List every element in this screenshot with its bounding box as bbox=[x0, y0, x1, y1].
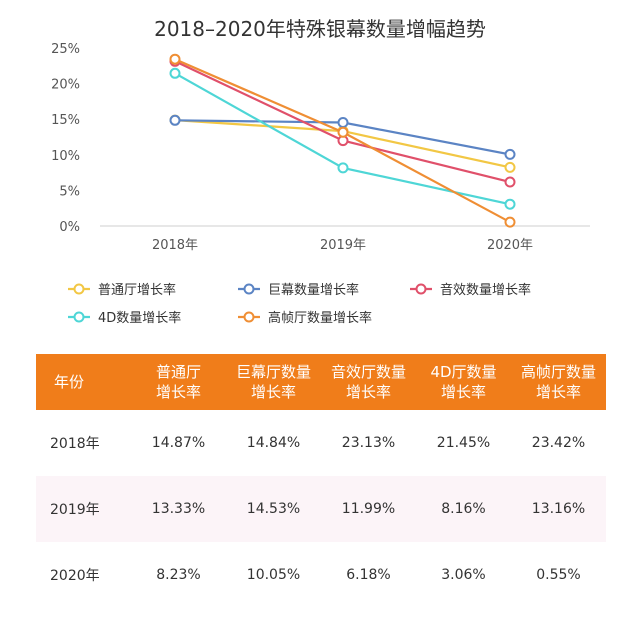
table-cell: 10.05% bbox=[246, 567, 301, 583]
table-cell: 21.45% bbox=[436, 435, 491, 451]
y-tick-label: 15% bbox=[51, 113, 80, 128]
data-point bbox=[169, 67, 181, 79]
table-header-row: 年份 普通厅 增长率 巨幕厅数量 增长率 音效厅数量 增长率 4D厅数量 增长率 高帧厅数量 增长率 bbox=[36, 354, 606, 410]
legend: 普通厅增长率 巨幕数量增长率 音效数量增长率 4D数量增长率 高帧厅数量增长率 bbox=[68, 282, 531, 326]
legend-swatch-marker bbox=[73, 311, 85, 323]
table-cell: 13.16% bbox=[511, 476, 606, 542]
table-header-cell: 巨幕厅数量 增长率 bbox=[226, 354, 321, 410]
table-cell: 2019年 bbox=[36, 476, 131, 542]
chart-title: 2018–2020年特殊银幕数量增幅趋势 bbox=[154, 17, 486, 41]
legend-swatch-marker bbox=[243, 311, 255, 323]
table-cell: 23.42% bbox=[531, 435, 586, 451]
data-point bbox=[337, 117, 349, 128]
y-tick-label: 5% bbox=[59, 184, 80, 199]
data-point bbox=[169, 114, 181, 126]
legend-label: 音效数量增长率 bbox=[440, 282, 531, 298]
table-cell: 13.33% bbox=[131, 476, 226, 542]
legend-swatch-marker bbox=[73, 283, 85, 295]
table-header-cell: 音效厅数量 增长率 bbox=[321, 354, 416, 410]
legend-label: 巨幕数量增长率 bbox=[268, 282, 359, 298]
legend-label: 高帧厅数量增长率 bbox=[268, 310, 372, 326]
y-tick-label: 0% bbox=[59, 220, 80, 235]
table-cell: 0.55% bbox=[536, 567, 581, 583]
table-cell: 8.23% bbox=[156, 567, 201, 583]
table-cell: 3.06% bbox=[441, 567, 486, 583]
table-cell: 2018年 bbox=[50, 436, 100, 452]
data-point bbox=[504, 148, 516, 160]
table-cell: 6.18% bbox=[346, 567, 391, 583]
table-cell: 11.99% bbox=[321, 476, 416, 542]
x-tick-label: 2019年 bbox=[320, 238, 366, 253]
legend-label: 普通厅增长率 bbox=[98, 282, 176, 298]
table-row: 2020年 8.23% 10.05% 6.18% 3.06% 0.55% bbox=[36, 542, 606, 608]
legend-swatch-marker bbox=[243, 283, 255, 295]
series-lines bbox=[169, 53, 516, 228]
x-tick-label: 2018年 bbox=[152, 238, 198, 253]
y-tick-label: 20% bbox=[51, 78, 80, 93]
legend-swatch-marker bbox=[415, 283, 427, 295]
table-cell: 8.16% bbox=[416, 476, 511, 542]
table-header-cell: 普通厅 增长率 bbox=[131, 354, 226, 410]
data-point bbox=[337, 162, 349, 174]
table-cell: 14.84% bbox=[246, 435, 301, 451]
axes: 0% 5% 10% 15% 20% 25% 2018年 2019年 2020年 bbox=[51, 42, 590, 253]
y-tick-label: 25% bbox=[51, 42, 80, 57]
data-point bbox=[504, 198, 516, 210]
table-cell: 2020年 bbox=[50, 568, 100, 584]
table-cell: 23.13% bbox=[341, 435, 396, 451]
table-header-cell: 年份 bbox=[36, 354, 131, 410]
table-row: 2019年 13.33% 14.53% 11.99% 8.16% 13.16% bbox=[36, 476, 606, 542]
table-header-cell: 高帧厅数量 增长率 bbox=[511, 354, 606, 410]
table-header-cell: 4D厅数量 增长率 bbox=[416, 354, 511, 410]
data-point bbox=[504, 176, 516, 188]
table-cell: 14.87% bbox=[151, 435, 206, 451]
data-point bbox=[337, 126, 349, 138]
table-cell: 14.53% bbox=[226, 476, 321, 542]
line-chart: 2018–2020年特殊银幕数量增幅趋势 0% 5% 10% 15% 20% 25% 201… bbox=[51, 17, 590, 326]
data-point bbox=[504, 216, 516, 228]
data-point bbox=[504, 161, 516, 173]
growth-rate-table: 年份 普通厅 增长率 巨幕厅数量 增长率 音效厅数量 增长率 4D厅数量 增长率 高帧厅数量 增长率… bbox=[36, 354, 606, 608]
y-tick-label: 10% bbox=[51, 149, 80, 164]
x-tick-label: 2020年 bbox=[487, 238, 533, 253]
table-row: 2018年 14.87% 14.84% 23.13% 21.45% 23.42% bbox=[36, 410, 606, 476]
table-body: 2018年 14.87% 14.84% 23.13% 21.45% 23.42% 2019年… bbox=[36, 410, 606, 608]
data-point bbox=[169, 53, 181, 65]
legend-label: 4D数量增长率 bbox=[98, 310, 181, 326]
